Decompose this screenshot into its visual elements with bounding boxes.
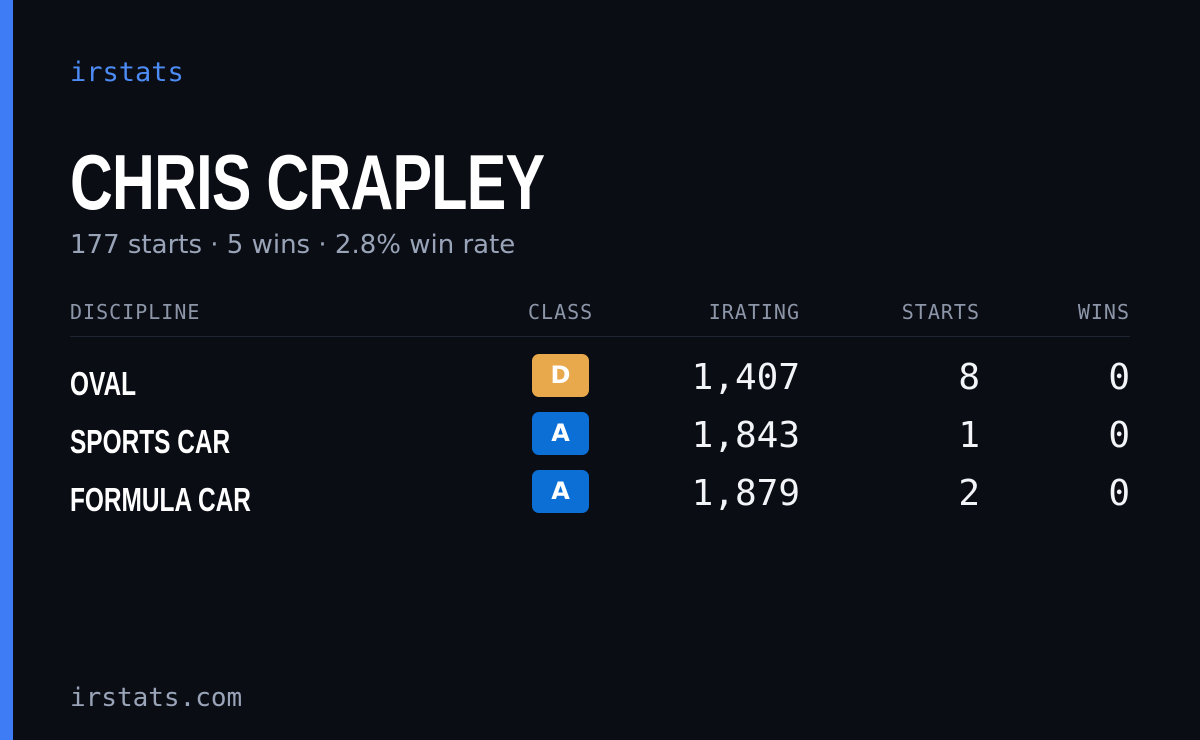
wins-value: 0 (1108, 415, 1130, 456)
irating-value: 1,407 (691, 357, 800, 398)
table-header: DISCIPLINE CLASS IRATING STARTS WINS (70, 300, 1130, 326)
wins-value: 0 (1108, 357, 1130, 398)
driver-name: CHRIS CRAPLEY (70, 138, 545, 226)
discipline-name: FORMULA CAR (70, 481, 251, 518)
driver-summary: 177 starts · 5 wins · 2.8% win rate (70, 230, 516, 260)
header-starts: STARTS (901, 300, 980, 324)
table-row: SPORTS CAR A 1,843 1 0 (70, 412, 1130, 460)
table-row: OVAL D 1,407 8 0 (70, 354, 1130, 402)
header-wins: WINS (1077, 300, 1130, 324)
accent-bar (0, 0, 13, 740)
starts-value: 2 (958, 473, 980, 514)
class-badge: A (532, 412, 589, 455)
header-discipline: DISCIPLINE (70, 300, 201, 324)
header-irating: IRATING (708, 300, 800, 324)
irating-value: 1,879 (691, 473, 800, 514)
starts-value: 8 (958, 357, 980, 398)
header-divider (70, 336, 1130, 337)
brand-logo: irstats (70, 57, 184, 88)
class-badge: D (532, 354, 589, 397)
table-row: FORMULA CAR A 1,879 2 0 (70, 470, 1130, 518)
footer-url[interactable]: irstats.com (70, 683, 243, 713)
discipline-name: SPORTS CAR (70, 423, 231, 460)
discipline-name: OVAL (70, 365, 137, 402)
irating-value: 1,843 (691, 415, 800, 456)
header-class: CLASS (528, 300, 594, 324)
wins-value: 0 (1108, 473, 1130, 514)
starts-value: 1 (958, 415, 980, 456)
class-badge: A (532, 470, 589, 513)
